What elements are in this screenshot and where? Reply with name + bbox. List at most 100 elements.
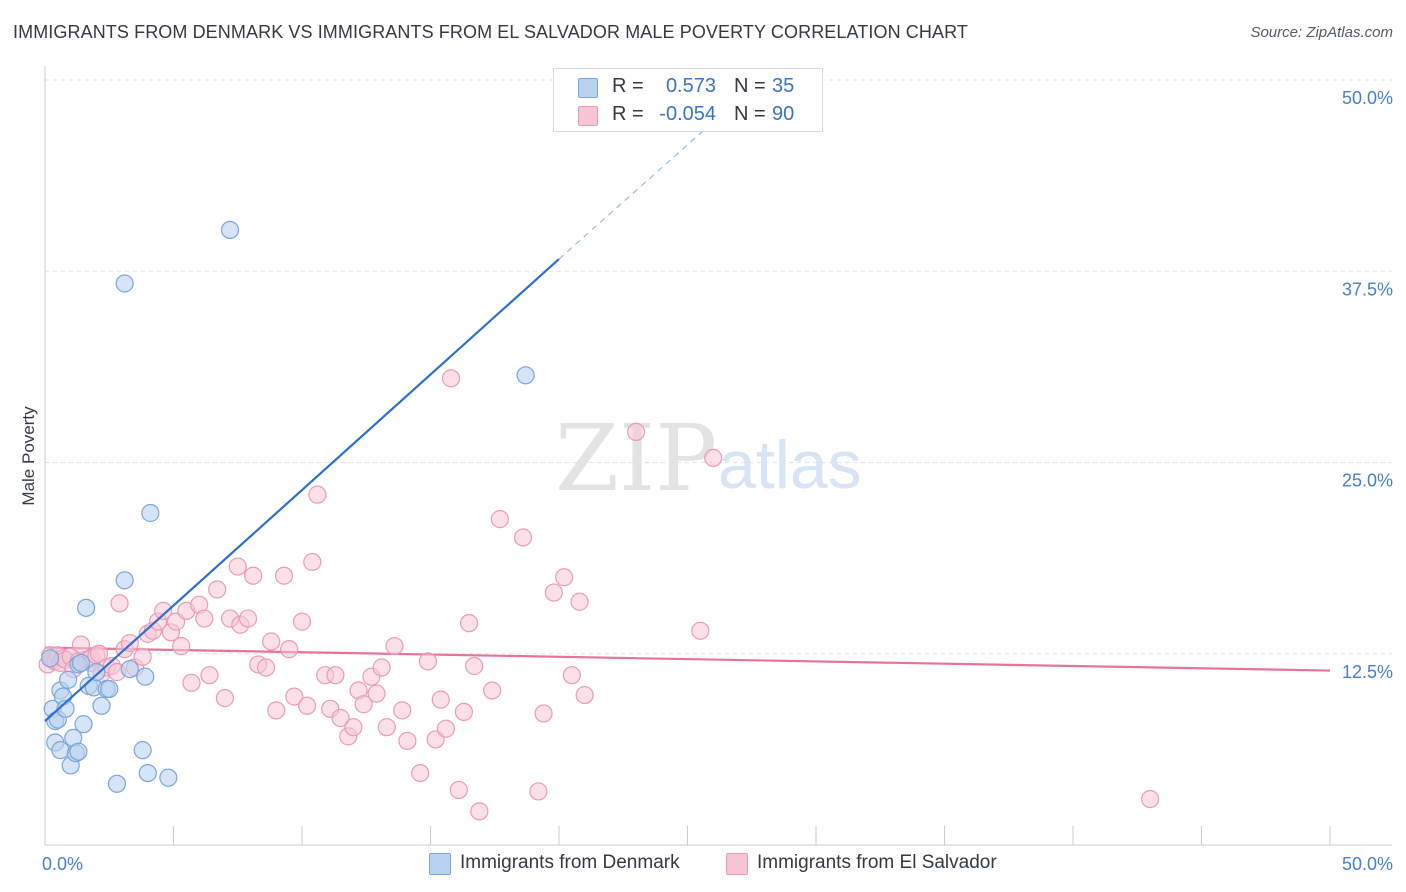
point-denmark: [115, 274, 134, 293]
point-elsalvador: [110, 594, 129, 613]
axes: [44, 66, 1392, 846]
point-denmark: [69, 742, 88, 761]
point-elsalvador: [431, 690, 450, 709]
point-elsalvador: [449, 780, 468, 800]
point-elsalvador: [704, 448, 723, 468]
point-elsalvador: [285, 687, 304, 706]
y-tick-label: 25.0%: [1342, 471, 1393, 491]
trend-line-denmark: [44, 258, 560, 722]
bottom-legend-swatch-denmark: [429, 853, 451, 875]
legend-r-value: 0.573: [665, 75, 716, 97]
point-elsalvador: [280, 640, 299, 659]
axis-ticks: [44, 826, 1331, 845]
trend-denmark: [44, 110, 727, 722]
point-elsalvador: [354, 695, 373, 714]
point-elsalvador: [393, 701, 412, 720]
point-elsalvador: [292, 612, 312, 631]
point-elsalvador: [256, 658, 276, 677]
point-denmark: [159, 768, 178, 787]
bottom-legend-label-elsalvador: Immigrants from El Salvador: [757, 852, 997, 873]
point-elsalvador: [262, 632, 281, 651]
bottom-legend-label-denmark: Immigrants from Denmark: [460, 852, 680, 873]
point-elsalvador: [326, 666, 345, 685]
point-elsalvador: [513, 528, 533, 547]
legend-n-value: 35: [772, 75, 795, 97]
point-elsalvador: [331, 708, 350, 728]
legend-r-label: R =: [612, 75, 644, 97]
point-elsalvador: [570, 592, 589, 611]
point-denmark: [133, 741, 152, 760]
point-denmark: [136, 667, 155, 686]
point-elsalvador: [1140, 789, 1160, 809]
points-denmark: [41, 220, 535, 793]
watermark-zip: ZIP: [555, 405, 717, 512]
y-tick-label: 37.5%: [1342, 279, 1393, 299]
y-tick-labels: 12.5% 25.0% 37.5% 50.0%: [1342, 88, 1393, 682]
legend-r-value: -0.054: [659, 103, 716, 125]
y-tick-label: 12.5%: [1342, 662, 1393, 682]
legend-swatch-elsalvador: [578, 106, 598, 126]
legend-r-label: R =: [612, 103, 644, 125]
grid-lines: [45, 79, 1392, 655]
point-elsalvador: [228, 557, 247, 576]
point-elsalvador: [626, 422, 646, 441]
point-elsalvador: [555, 568, 574, 587]
watermark-atlas: atlas: [718, 427, 862, 503]
point-elsalvador: [529, 782, 548, 801]
point-elsalvador: [244, 566, 263, 585]
point-elsalvador: [490, 510, 509, 529]
source-label: Source: ZipAtlas.com: [1250, 24, 1393, 41]
point-elsalvador: [398, 731, 417, 751]
point-elsalvador: [89, 644, 109, 663]
point-elsalvador: [195, 609, 214, 628]
point-elsalvador: [208, 580, 227, 599]
x-tick-labels: 0.0% 50.0%: [42, 854, 1393, 874]
point-elsalvador: [418, 652, 438, 671]
point-elsalvador: [200, 666, 219, 685]
point-elsalvador: [562, 666, 581, 685]
point-elsalvador: [133, 647, 152, 666]
point-elsalvador: [459, 614, 479, 633]
point-denmark: [77, 598, 96, 617]
point-elsalvador: [372, 658, 391, 677]
point-denmark: [120, 659, 139, 679]
legend-n-label: N =: [734, 75, 766, 97]
point-elsalvador: [544, 583, 563, 602]
trend-line-elsalvador: [44, 646, 1331, 672]
point-denmark: [59, 670, 78, 689]
point-denmark: [107, 774, 127, 793]
trend-elsalvador: [44, 646, 1331, 672]
x-tick-label: 0.0%: [42, 854, 83, 874]
point-elsalvador: [238, 609, 258, 628]
y-tick-label: 50.0%: [1342, 88, 1393, 108]
point-denmark: [87, 663, 106, 682]
point-elsalvador: [534, 704, 553, 723]
point-elsalvador: [215, 689, 234, 708]
point-denmark: [100, 679, 119, 699]
legend-swatch-denmark: [578, 78, 598, 98]
point-denmark: [220, 220, 240, 240]
point-denmark: [51, 741, 70, 760]
point-elsalvador: [385, 636, 404, 656]
point-elsalvador: [344, 718, 363, 737]
point-denmark: [92, 696, 111, 715]
point-denmark: [71, 653, 91, 673]
point-elsalvador: [182, 673, 201, 692]
point-elsalvador: [154, 601, 173, 621]
point-elsalvador: [575, 685, 594, 705]
point-elsalvador: [441, 369, 461, 388]
point-denmark: [516, 366, 535, 385]
chart-title: IMMIGRANTS FROM DENMARK VS IMMIGRANTS FR…: [13, 22, 968, 42]
legend-n-value: 90: [772, 103, 795, 125]
point-elsalvador: [308, 485, 327, 504]
point-elsalvador: [303, 552, 322, 572]
point-denmark: [115, 571, 134, 590]
trend-line-denmark-extension: [558, 110, 727, 260]
point-elsalvador: [691, 621, 710, 640]
point-denmark: [74, 715, 93, 734]
x-tick-label: 50.0%: [1342, 854, 1393, 874]
point-denmark: [41, 649, 60, 668]
point-elsalvador: [267, 701, 286, 720]
point-elsalvador: [298, 696, 317, 715]
